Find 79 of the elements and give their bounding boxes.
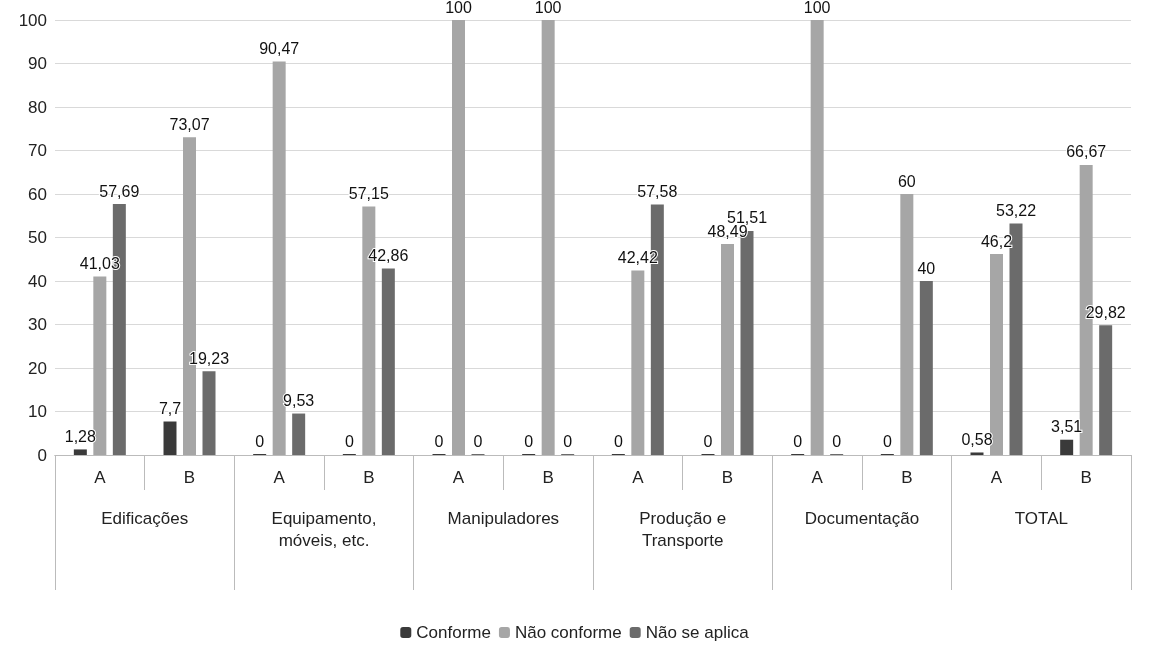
x-tick-label: A xyxy=(452,468,465,487)
legend-label: Não se aplica xyxy=(645,623,750,642)
y-tick-label: 90 xyxy=(28,54,47,73)
bar xyxy=(970,452,984,455)
data-label: 66,67 xyxy=(1066,143,1107,161)
text: Edificações xyxy=(101,508,189,528)
bar xyxy=(381,268,395,455)
bar xyxy=(721,244,734,455)
x-tick-label: A xyxy=(94,468,107,487)
x-tick-label: B xyxy=(721,468,734,487)
data-label: 0 xyxy=(882,432,892,450)
y-tick-label: 50 xyxy=(28,228,47,247)
bar xyxy=(810,20,824,455)
bar xyxy=(900,194,914,455)
text: Equipamento, móveis, etc. xyxy=(271,508,377,550)
data-label: 29,82 xyxy=(1085,303,1126,321)
data-label: 90,47 xyxy=(259,39,300,57)
text: TOTAL xyxy=(1014,508,1068,528)
data-label: 57,69 xyxy=(99,182,140,200)
x-tick-label: B xyxy=(1080,468,1092,487)
data-label: 0 xyxy=(703,432,713,450)
x-tick-label: B xyxy=(901,468,913,487)
data-label: 100 xyxy=(534,0,562,16)
bar xyxy=(1099,325,1113,455)
data-label: 57,15 xyxy=(348,184,389,202)
data-label: 9,53 xyxy=(283,392,315,410)
data-label: 100 xyxy=(445,0,472,16)
data-label: 60 xyxy=(897,172,916,190)
data-label: 40 xyxy=(917,259,936,277)
text: Manipuladores xyxy=(447,508,560,528)
x-tick-label: A xyxy=(632,468,645,487)
x-tick-label: B xyxy=(542,468,554,487)
data-label: 0 xyxy=(473,432,483,450)
bar xyxy=(631,270,645,455)
data-label: 19,23 xyxy=(188,349,230,367)
data-label: 7,7 xyxy=(158,400,182,418)
data-label: 0 xyxy=(832,432,842,450)
data-label: 57,58 xyxy=(637,183,678,201)
data-label: 100 xyxy=(803,0,831,16)
y-tick-label: 40 xyxy=(28,271,47,291)
y-tick-label: 70 xyxy=(28,141,47,160)
bar xyxy=(541,20,555,455)
data-label: 42,86 xyxy=(368,247,409,265)
data-label: 0 xyxy=(524,432,534,450)
legend-label: Não conforme xyxy=(514,623,622,642)
y-tick-label: 10 xyxy=(28,402,47,421)
x-tick-label: B xyxy=(183,468,196,487)
bar xyxy=(292,413,306,455)
y-tick-label: 60 xyxy=(28,184,47,204)
data-label: 0 xyxy=(563,432,573,450)
bar xyxy=(919,281,933,455)
data-label: 1,28 xyxy=(64,427,97,445)
bar xyxy=(202,371,216,455)
y-tick-label: 100 xyxy=(18,10,47,30)
bar xyxy=(990,254,1003,455)
y-tick-label: 30 xyxy=(28,315,47,334)
data-label: 0 xyxy=(793,432,803,450)
data-label: 0 xyxy=(434,432,444,450)
bar xyxy=(73,449,87,455)
bar xyxy=(163,421,177,455)
x-tick-label: A xyxy=(273,468,286,487)
data-label: 0 xyxy=(255,432,265,450)
bar xyxy=(1060,439,1074,455)
y-tick-label: 20 xyxy=(28,358,47,378)
data-label: 0 xyxy=(344,432,354,450)
x-tick-label: A xyxy=(811,468,824,487)
data-label: 0 xyxy=(613,432,623,450)
y-tick-label: 0 xyxy=(37,445,47,465)
x-tick-label: B xyxy=(363,468,375,487)
text: Produção e Transporte xyxy=(639,508,727,550)
bar xyxy=(452,20,465,455)
text: Documentação xyxy=(804,508,920,528)
data-label: 0,58 xyxy=(961,430,993,448)
data-label: 53,22 xyxy=(995,201,1037,219)
legend-label: Conforme xyxy=(416,623,491,642)
data-label: 3,51 xyxy=(1051,418,1083,436)
y-tick-label: 80 xyxy=(28,97,47,117)
data-label: 73,07 xyxy=(169,115,210,133)
x-tick-label: A xyxy=(990,468,1003,487)
